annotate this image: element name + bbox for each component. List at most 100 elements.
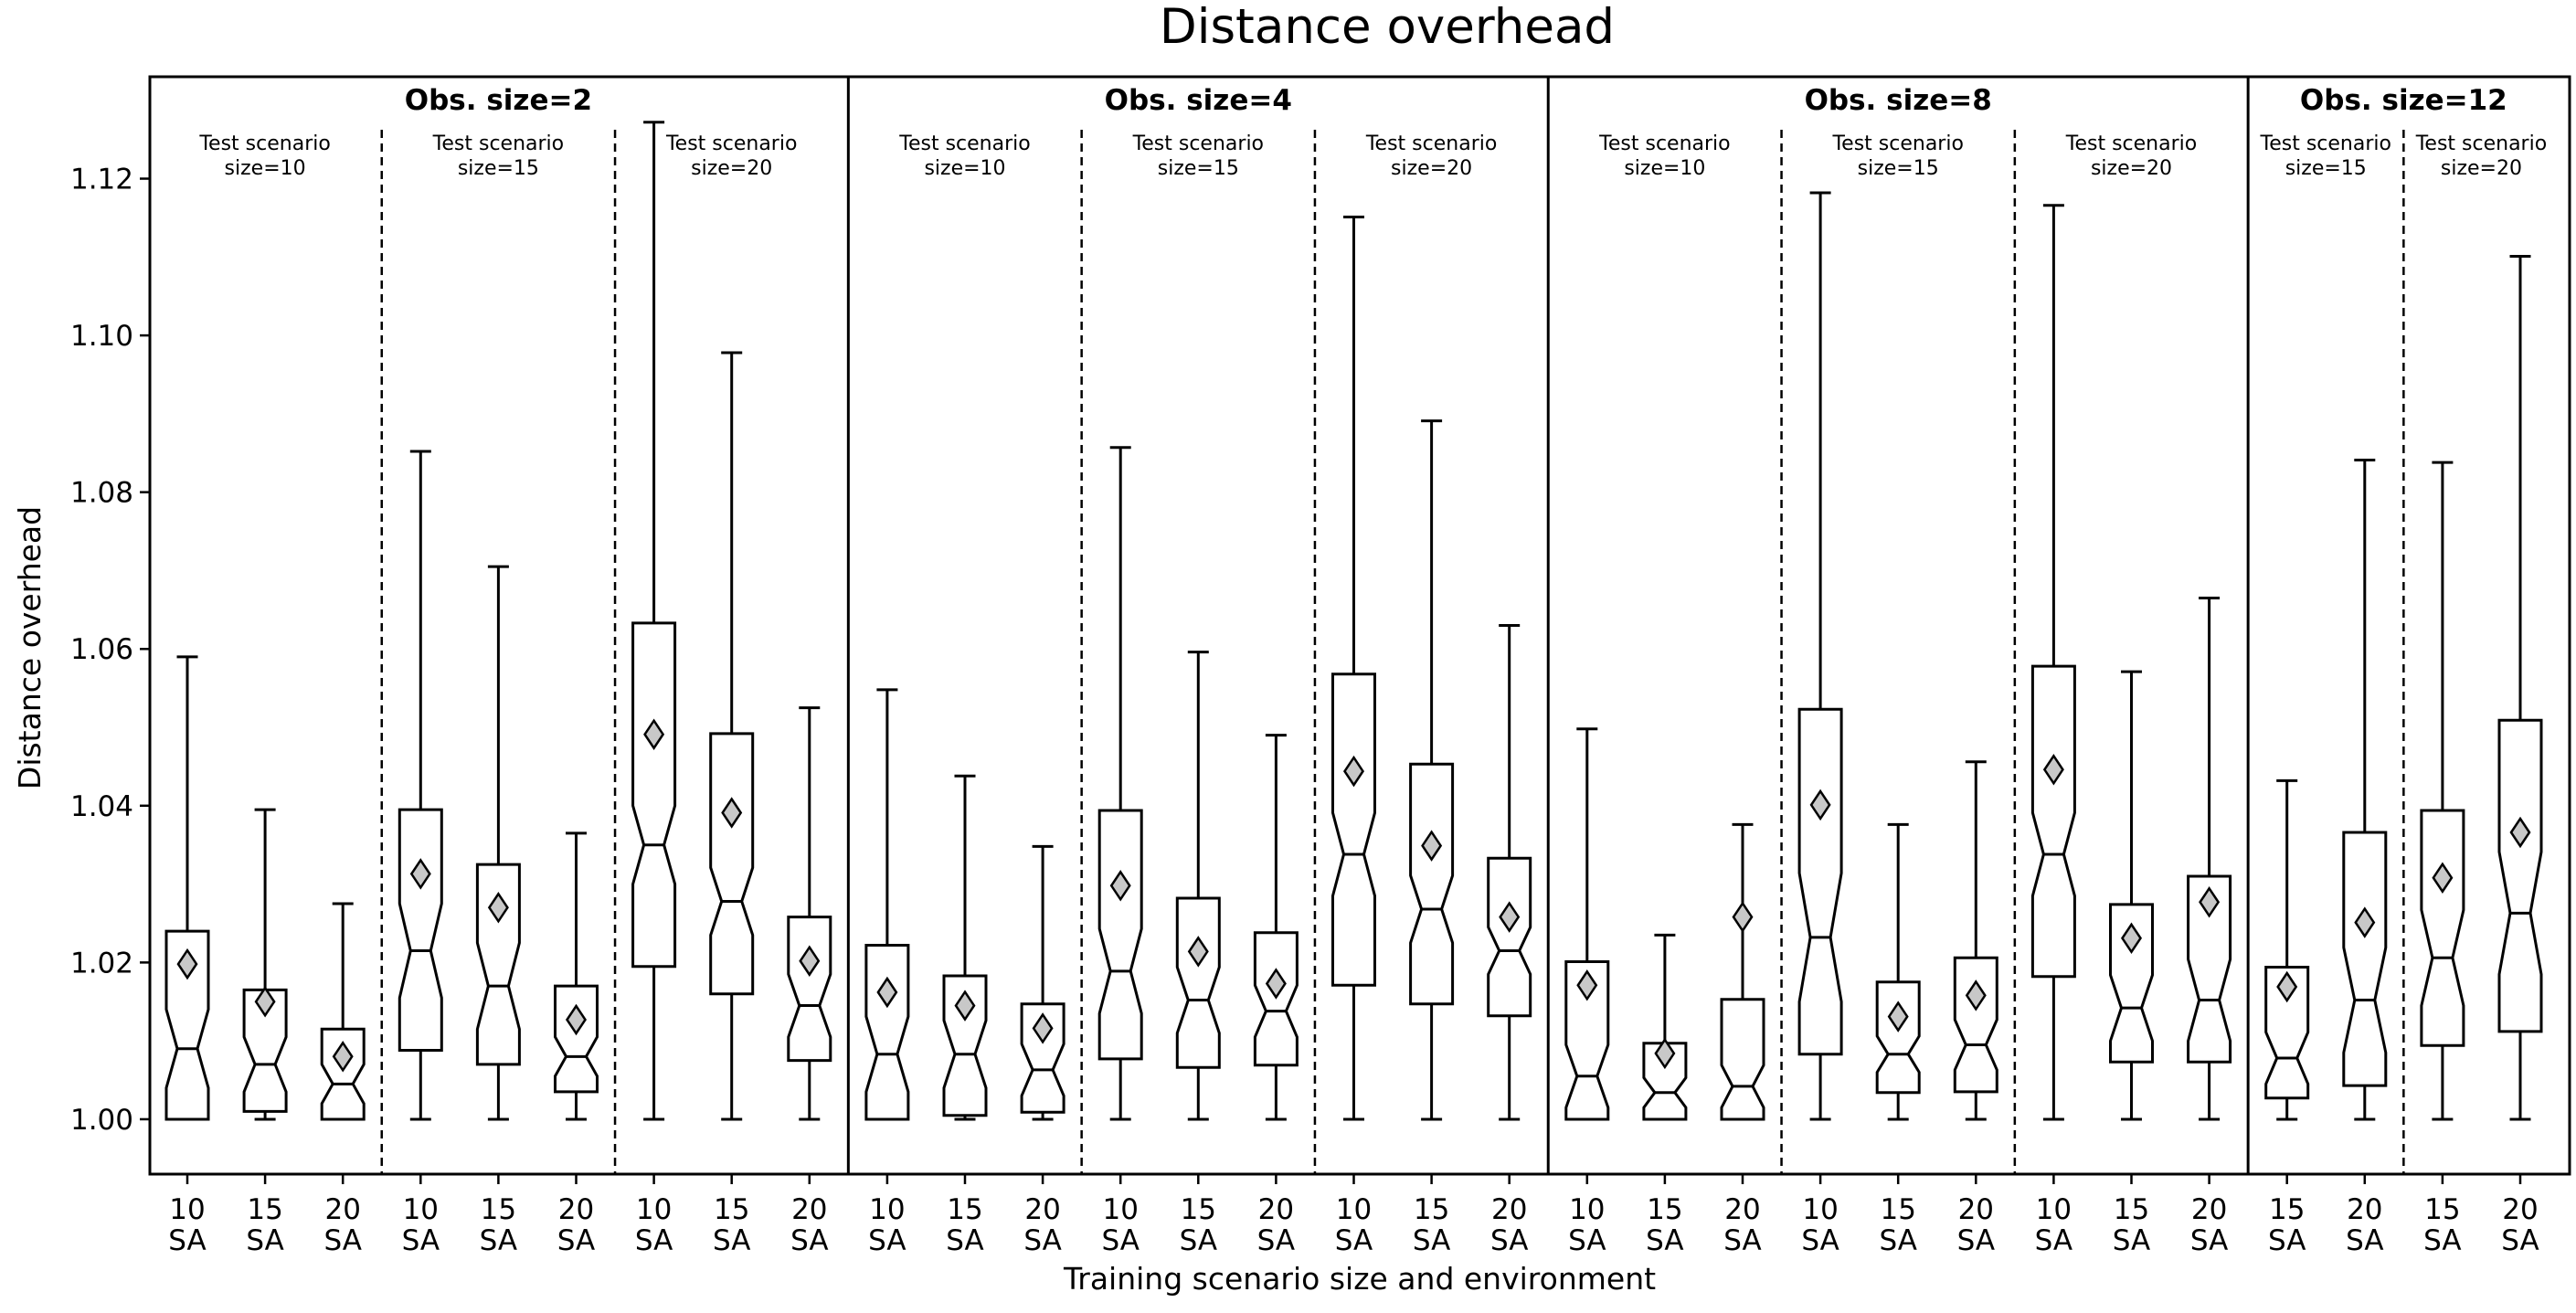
mean-marker <box>2509 816 2531 849</box>
mean-marker <box>1421 830 1443 862</box>
box-body <box>398 808 443 1052</box>
mean-marker <box>721 797 743 829</box>
x-tick-env-label: SA <box>868 1224 906 1257</box>
box-body <box>631 621 677 969</box>
box-body <box>1020 1002 1065 1114</box>
box-plot <box>1487 624 1532 1121</box>
x-tick-label: 15 <box>247 1193 282 1226</box>
x-tick-label: 20 <box>2347 1193 2382 1226</box>
box-plot <box>2187 596 2232 1121</box>
mean-marker <box>799 945 821 977</box>
box-body <box>2420 809 2465 1047</box>
box-body <box>787 916 832 1063</box>
mean-marker <box>1032 1012 1054 1044</box>
mean-marker <box>2042 754 2064 786</box>
y-tick-label: 1.04 <box>70 790 133 823</box>
box-body <box>2342 831 2388 1087</box>
x-tick-env-label: SA <box>1335 1224 1373 1257</box>
mean-marker <box>1109 870 1131 902</box>
box-plot <box>942 774 988 1121</box>
x-tick-label: 10 <box>403 1193 439 1226</box>
box-body <box>1564 960 1610 1121</box>
box-body <box>1409 762 1455 1006</box>
x-tick-env-label: SA <box>402 1224 440 1257</box>
x-tick-label: 10 <box>636 1193 672 1226</box>
x-tick-env-label: SA <box>1801 1224 1839 1257</box>
box-body <box>242 988 288 1113</box>
x-tick-env-label: SA <box>1879 1224 1916 1257</box>
mean-marker <box>1654 1037 1676 1070</box>
x-tick-label: 15 <box>1647 1193 1682 1226</box>
x-tick-label: 20 <box>791 1193 827 1226</box>
x-tick-env-label: SA <box>1413 1224 1450 1257</box>
box-plot <box>1253 734 1299 1121</box>
box-body <box>2109 903 2154 1064</box>
mean-marker <box>2432 862 2454 894</box>
box-plot <box>1097 446 1143 1121</box>
x-tick-label: 10 <box>169 1193 205 1226</box>
box-body <box>320 1027 366 1121</box>
x-tick-env-label: SA <box>946 1224 983 1257</box>
box-body <box>1097 809 1143 1061</box>
x-tick-label: 20 <box>558 1193 594 1226</box>
mean-marker <box>409 858 431 890</box>
x-tick-label: 15 <box>1414 1193 1449 1226</box>
box-body <box>164 929 210 1121</box>
x-tick-label: 10 <box>1802 1193 1838 1226</box>
subgroup-size-label: size=20 <box>1391 157 1472 180</box>
mean-marker <box>876 976 898 1009</box>
box-body <box>864 944 910 1121</box>
box-body <box>1175 896 1221 1069</box>
x-tick-env-label: SA <box>2035 1224 2072 1257</box>
subgroup-size-label: size=15 <box>1158 157 1239 180</box>
x-tick-label: 15 <box>2269 1193 2305 1226</box>
mean-marker <box>643 718 665 750</box>
x-tick-label: 20 <box>1258 1193 1294 1226</box>
subgroup-size-label: size=15 <box>2285 157 2367 180</box>
box-plot <box>2030 204 2076 1121</box>
subgroup-label: Test scenario <box>898 132 1030 155</box>
mean-marker <box>176 948 198 980</box>
mean-marker <box>1265 968 1287 1000</box>
subgroup-label: Test scenario <box>665 132 797 155</box>
mean-marker <box>254 986 276 1018</box>
box-plot <box>2109 670 2154 1121</box>
x-tick-env-label: SA <box>635 1224 673 1257</box>
x-tick-label: 15 <box>2114 1193 2149 1226</box>
x-tick-label: 10 <box>1102 1193 1138 1226</box>
box-plot <box>787 706 832 1121</box>
box-plot <box>475 565 521 1121</box>
x-tick-env-label: SA <box>1101 1224 1139 1257</box>
box-plot <box>2497 254 2543 1121</box>
subgroup-label: Test scenario <box>2415 132 2547 155</box>
box-body <box>1720 998 1765 1121</box>
x-tick-env-label: SA <box>1723 1224 1761 1257</box>
plot-frame <box>148 75 2571 1176</box>
subgroup-label: Test scenario <box>2260 132 2391 155</box>
box-plot <box>1331 216 1376 1121</box>
subgroup-label: Test scenario <box>1831 132 1963 155</box>
x-axis-label: Training scenario size and environment <box>1063 1261 1656 1297</box>
x-tick-env-label: SA <box>557 1224 595 1257</box>
group-title: Obs. size=2 <box>405 84 592 117</box>
x-tick-env-label: SA <box>2190 1224 2228 1257</box>
box-body <box>1331 672 1376 987</box>
mean-marker <box>2199 886 2221 918</box>
x-tick-label: 20 <box>1024 1193 1060 1226</box>
x-tick-label: 20 <box>324 1193 360 1226</box>
x-tick-label: 20 <box>1491 1193 1527 1226</box>
x-tick-env-label: SA <box>1180 1224 1217 1257</box>
box-plot <box>631 121 677 1121</box>
box-plot <box>864 688 910 1121</box>
x-tick-label: 15 <box>2424 1193 2460 1226</box>
box-plot <box>2420 461 2465 1121</box>
x-tick-label: 20 <box>1724 1193 1760 1226</box>
x-tick-env-label: SA <box>1957 1224 1995 1257</box>
box-plot <box>164 655 210 1121</box>
mean-marker <box>1499 901 1521 933</box>
box-body <box>554 984 599 1094</box>
subgroup-label: Test scenario <box>1598 132 1730 155</box>
x-tick-env-label: SA <box>323 1224 361 1257</box>
box-body <box>2030 664 2076 979</box>
